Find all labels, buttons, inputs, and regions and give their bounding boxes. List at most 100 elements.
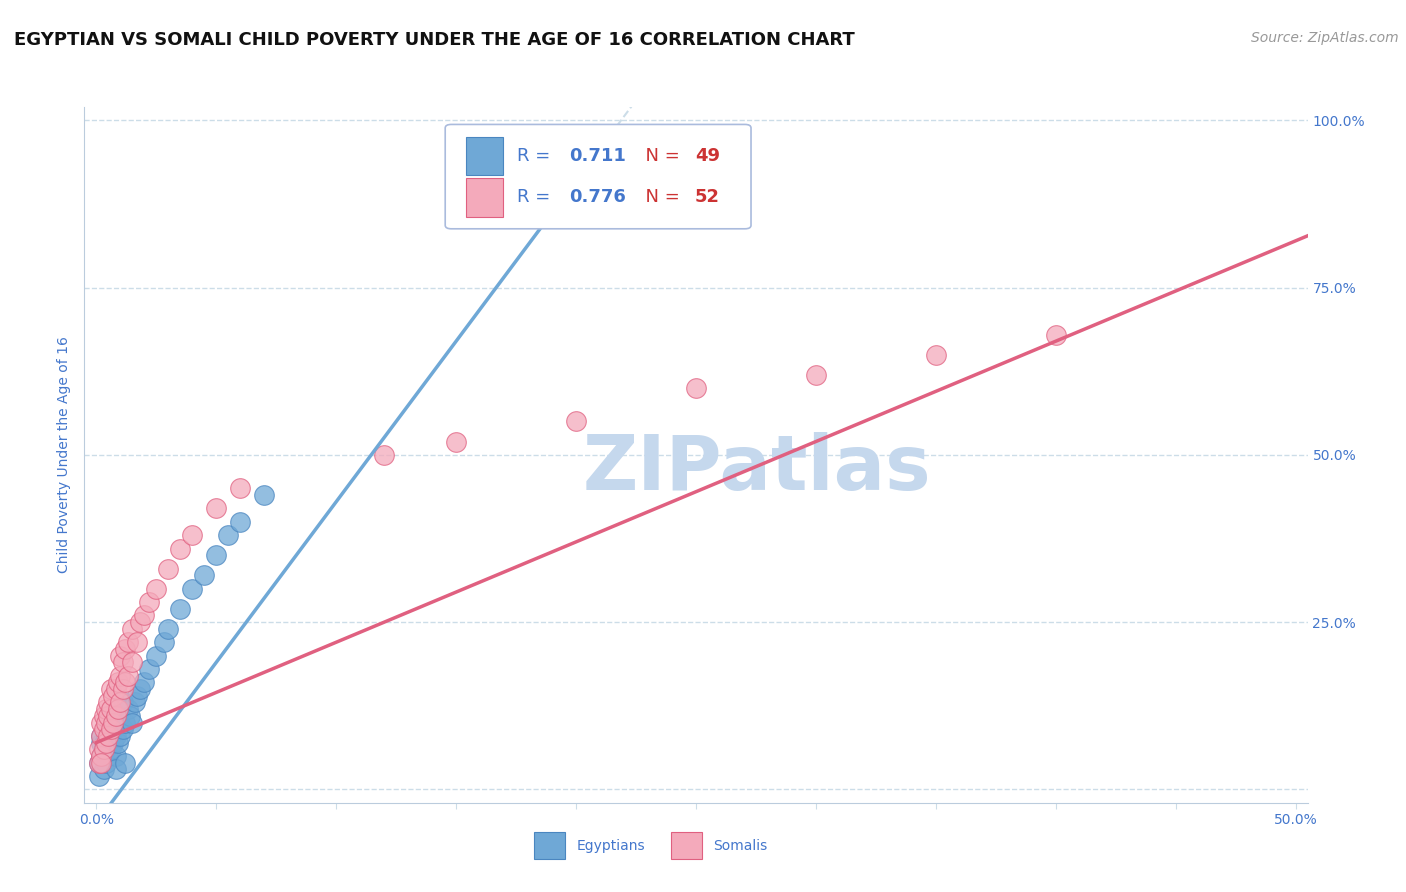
Point bbox=[117, 635, 139, 649]
Text: ZIPatlas: ZIPatlas bbox=[583, 432, 931, 506]
Point bbox=[111, 655, 134, 669]
Point bbox=[925, 348, 948, 362]
Point bbox=[117, 669, 139, 683]
Point bbox=[152, 635, 174, 649]
Point bbox=[114, 642, 136, 657]
Point bbox=[128, 681, 150, 696]
Point bbox=[685, 381, 707, 395]
Point bbox=[134, 608, 156, 623]
Point bbox=[101, 708, 124, 723]
Point bbox=[111, 681, 134, 696]
Point bbox=[87, 769, 110, 783]
Point bbox=[110, 729, 132, 743]
FancyBboxPatch shape bbox=[446, 124, 751, 229]
Point bbox=[110, 648, 132, 663]
Point bbox=[101, 715, 124, 730]
Point bbox=[100, 723, 122, 737]
Point bbox=[124, 696, 146, 710]
Point bbox=[121, 622, 143, 636]
Point bbox=[87, 756, 110, 770]
Text: 0.711: 0.711 bbox=[569, 147, 626, 165]
Point bbox=[229, 482, 252, 496]
Point bbox=[104, 729, 127, 743]
Point bbox=[94, 742, 117, 756]
Point bbox=[169, 541, 191, 556]
Point bbox=[121, 715, 143, 730]
Point bbox=[104, 708, 127, 723]
Point bbox=[229, 515, 252, 529]
Point bbox=[100, 715, 122, 730]
Point bbox=[111, 723, 134, 737]
Point bbox=[107, 735, 129, 749]
Text: 52: 52 bbox=[695, 188, 720, 206]
Point bbox=[97, 723, 120, 737]
Point bbox=[134, 675, 156, 690]
Point bbox=[100, 702, 122, 716]
Point bbox=[94, 756, 117, 770]
Point bbox=[110, 696, 132, 710]
Point bbox=[565, 414, 588, 429]
Point bbox=[93, 723, 115, 737]
Point bbox=[157, 562, 180, 576]
Text: Source: ZipAtlas.com: Source: ZipAtlas.com bbox=[1251, 31, 1399, 45]
Point bbox=[181, 582, 204, 596]
Point bbox=[205, 548, 228, 563]
Point bbox=[90, 729, 112, 743]
Point bbox=[87, 742, 110, 756]
Point bbox=[94, 729, 117, 743]
Point bbox=[111, 696, 134, 710]
Point bbox=[128, 615, 150, 630]
Point bbox=[100, 742, 122, 756]
Point bbox=[217, 528, 239, 542]
Point bbox=[93, 742, 115, 756]
Text: 0.776: 0.776 bbox=[569, 188, 626, 206]
Point bbox=[100, 729, 122, 743]
Point bbox=[87, 756, 110, 770]
Point bbox=[97, 749, 120, 764]
Point bbox=[101, 723, 124, 737]
Text: R =: R = bbox=[517, 188, 557, 206]
Point bbox=[97, 696, 120, 710]
Point bbox=[373, 448, 395, 462]
Point bbox=[145, 582, 167, 596]
Point bbox=[127, 635, 149, 649]
Point bbox=[121, 655, 143, 669]
Point bbox=[104, 681, 127, 696]
Text: EGYPTIAN VS SOMALI CHILD POVERTY UNDER THE AGE OF 16 CORRELATION CHART: EGYPTIAN VS SOMALI CHILD POVERTY UNDER T… bbox=[14, 31, 855, 49]
Point bbox=[157, 622, 180, 636]
Point bbox=[193, 568, 215, 582]
Point bbox=[90, 729, 112, 743]
Point bbox=[97, 729, 120, 743]
Point bbox=[145, 648, 167, 663]
Point bbox=[90, 735, 112, 749]
Point bbox=[110, 669, 132, 683]
Point bbox=[90, 756, 112, 770]
Point bbox=[127, 689, 149, 703]
Point bbox=[804, 368, 827, 382]
Bar bbox=[465, 178, 503, 217]
Point bbox=[90, 749, 112, 764]
Point bbox=[93, 708, 115, 723]
Point bbox=[107, 675, 129, 690]
Point bbox=[114, 715, 136, 730]
Point bbox=[97, 708, 120, 723]
Point bbox=[118, 708, 141, 723]
Point bbox=[93, 762, 115, 776]
Text: 49: 49 bbox=[695, 147, 720, 165]
Point bbox=[107, 702, 129, 716]
Point bbox=[114, 675, 136, 690]
Text: R =: R = bbox=[517, 147, 557, 165]
Point bbox=[90, 749, 112, 764]
Point bbox=[104, 749, 127, 764]
Y-axis label: Child Poverty Under the Age of 16: Child Poverty Under the Age of 16 bbox=[58, 336, 72, 574]
Point bbox=[97, 735, 120, 749]
Point bbox=[444, 434, 467, 449]
Point bbox=[94, 735, 117, 749]
Point bbox=[94, 702, 117, 716]
Point bbox=[101, 689, 124, 703]
Point bbox=[114, 756, 136, 770]
Point bbox=[100, 681, 122, 696]
Bar bbox=[465, 136, 503, 175]
Point bbox=[93, 735, 115, 749]
Point bbox=[107, 715, 129, 730]
